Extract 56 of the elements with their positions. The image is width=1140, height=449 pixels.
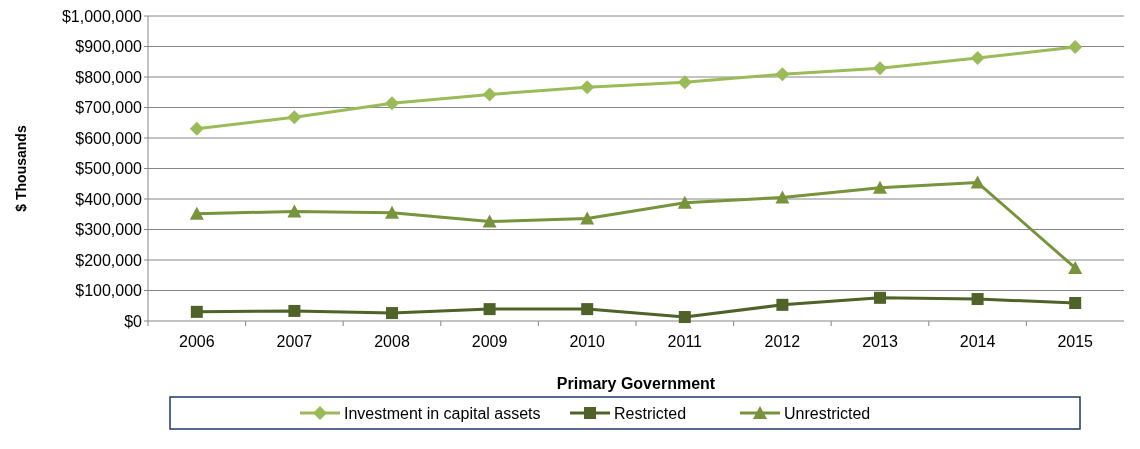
point: [873, 61, 887, 76]
point: [677, 195, 692, 209]
point: [581, 303, 594, 316]
point: [1069, 297, 1082, 310]
x-tick-label: 2011: [667, 333, 703, 350]
y-tick-label: $1,000,000: [61, 7, 143, 25]
point: [970, 175, 985, 189]
point: [678, 311, 691, 324]
point: [677, 75, 692, 90]
point: [971, 293, 984, 306]
point: [190, 305, 203, 318]
legend-label: Restricted: [614, 404, 687, 422]
point: [1068, 260, 1083, 274]
point: [287, 204, 302, 218]
point: [874, 291, 886, 304]
y-tick-label: $0: [124, 312, 143, 330]
y-tick-label: $600,000: [75, 129, 143, 147]
x-tick-label: 2008: [374, 333, 410, 350]
point: [288, 304, 301, 317]
point: [385, 205, 399, 219]
x-tick-label: 2007: [276, 333, 313, 350]
point: [775, 67, 790, 82]
y-axis-title: $ Thousands: [13, 125, 29, 212]
y-tick-label: $400,000: [75, 190, 143, 208]
y-tick-label: $700,000: [75, 99, 143, 117]
y-tick-label: $100,000: [75, 282, 143, 300]
y-tick-label: $500,000: [75, 160, 143, 178]
x-tick-label: 2014: [959, 333, 996, 350]
point: [970, 51, 985, 66]
point: [189, 121, 204, 136]
point: [580, 80, 595, 95]
x-tick-label: 2009: [471, 333, 508, 350]
point: [482, 87, 497, 102]
x-tick-label: 2010: [569, 333, 606, 350]
x-axis-title: Primary Government: [556, 375, 716, 392]
point: [1068, 40, 1083, 55]
y-tick-label: $200,000: [75, 251, 143, 269]
y-tick-label: $900,000: [75, 38, 143, 56]
x-tick-label: 2015: [1057, 333, 1094, 350]
x-tick-label: 2006: [179, 333, 215, 350]
point: [287, 110, 302, 125]
point: [189, 206, 204, 220]
y-tick-label: $300,000: [75, 221, 143, 239]
point: [482, 214, 497, 228]
x-tick-label: 2012: [764, 333, 801, 350]
point: [483, 303, 496, 316]
y-tick-label: $800,000: [75, 68, 143, 86]
point: [385, 96, 399, 111]
legend-label: Investment in capital assets: [344, 404, 541, 422]
point: [386, 307, 398, 320]
point: [580, 211, 595, 225]
point: [873, 180, 887, 194]
x-tick-label: 2013: [862, 333, 898, 350]
point: [775, 190, 790, 204]
point: [776, 298, 789, 311]
legend-label: Unrestricted: [784, 404, 871, 422]
